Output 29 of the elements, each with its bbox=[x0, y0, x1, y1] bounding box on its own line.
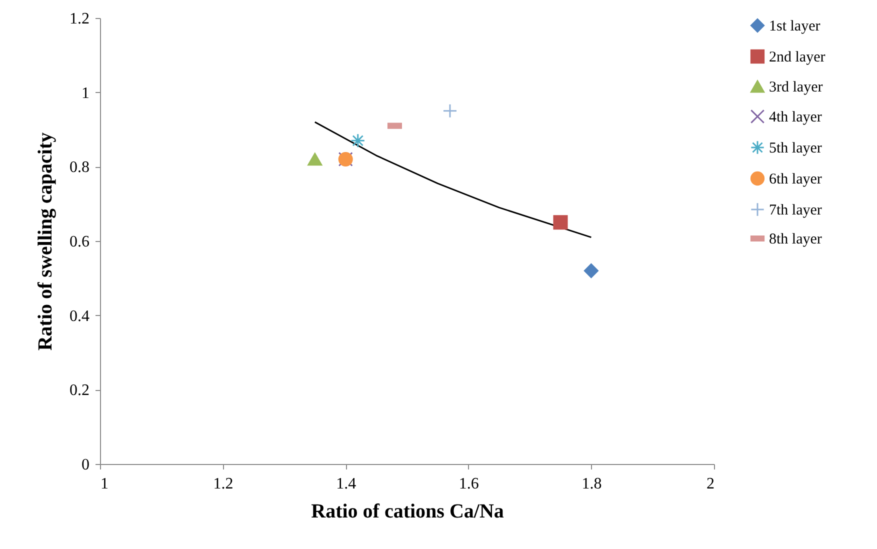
y-tick-label: 0.2 bbox=[70, 382, 90, 400]
legend-label: 1st layer bbox=[769, 18, 820, 34]
x-axis-title: Ratio of cations Ca/Na bbox=[311, 500, 504, 522]
y-tick-label: 0.6 bbox=[70, 234, 90, 250]
y-tick-label: 0.4 bbox=[70, 308, 90, 325]
x-tick-label: 1.8 bbox=[582, 476, 602, 492]
y-tick-label: 0.8 bbox=[70, 159, 90, 176]
legend-label: 3rd layer bbox=[769, 80, 823, 96]
y-axis-title: Ratio of swelling capacity bbox=[34, 132, 56, 351]
y-tick-label: 0 bbox=[82, 456, 90, 474]
line-series bbox=[314, 121, 592, 238]
point bbox=[553, 215, 568, 230]
x-tick-label: 1.2 bbox=[213, 476, 234, 492]
point bbox=[442, 104, 458, 118]
y-tick-label: 1.2 bbox=[70, 10, 90, 28]
x-tick-label: 1.6 bbox=[458, 476, 479, 492]
legend-label: 7th layer bbox=[769, 202, 822, 218]
legend-label: 4th layer bbox=[769, 110, 822, 126]
legend-label: 6th layer bbox=[769, 172, 822, 188]
legend-label: 8th layer bbox=[769, 232, 822, 248]
point bbox=[350, 133, 366, 148]
x-tick-label: 2 bbox=[706, 476, 714, 492]
legend-label: 5th layer bbox=[769, 140, 822, 156]
x-tick-label: 1.4 bbox=[336, 476, 356, 492]
x-tick-label: 1 bbox=[100, 476, 108, 492]
point bbox=[308, 152, 322, 166]
legend-label: 2nd layer bbox=[769, 50, 826, 66]
y-tick-label: 1 bbox=[82, 84, 90, 102]
point bbox=[584, 263, 598, 278]
